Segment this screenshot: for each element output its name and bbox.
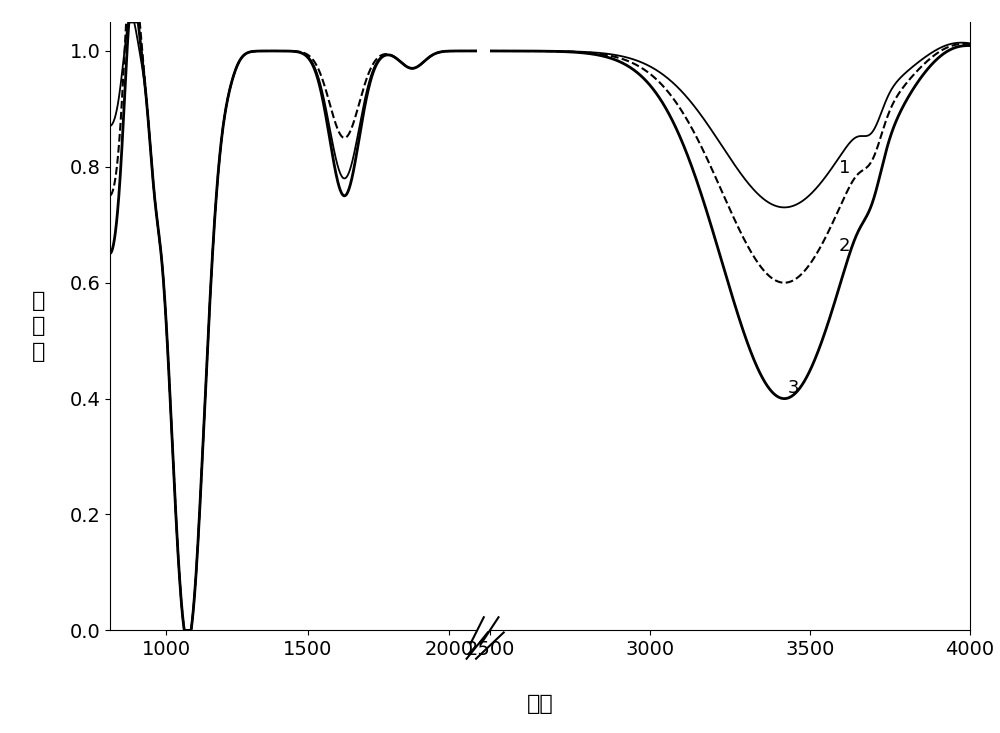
Y-axis label: 吸
光
度: 吸 光 度 [32,290,46,363]
Text: 波数: 波数 [527,693,553,715]
Text: 2: 2 [839,237,850,255]
Text: 1: 1 [839,158,850,177]
Text: 3: 3 [788,379,799,397]
